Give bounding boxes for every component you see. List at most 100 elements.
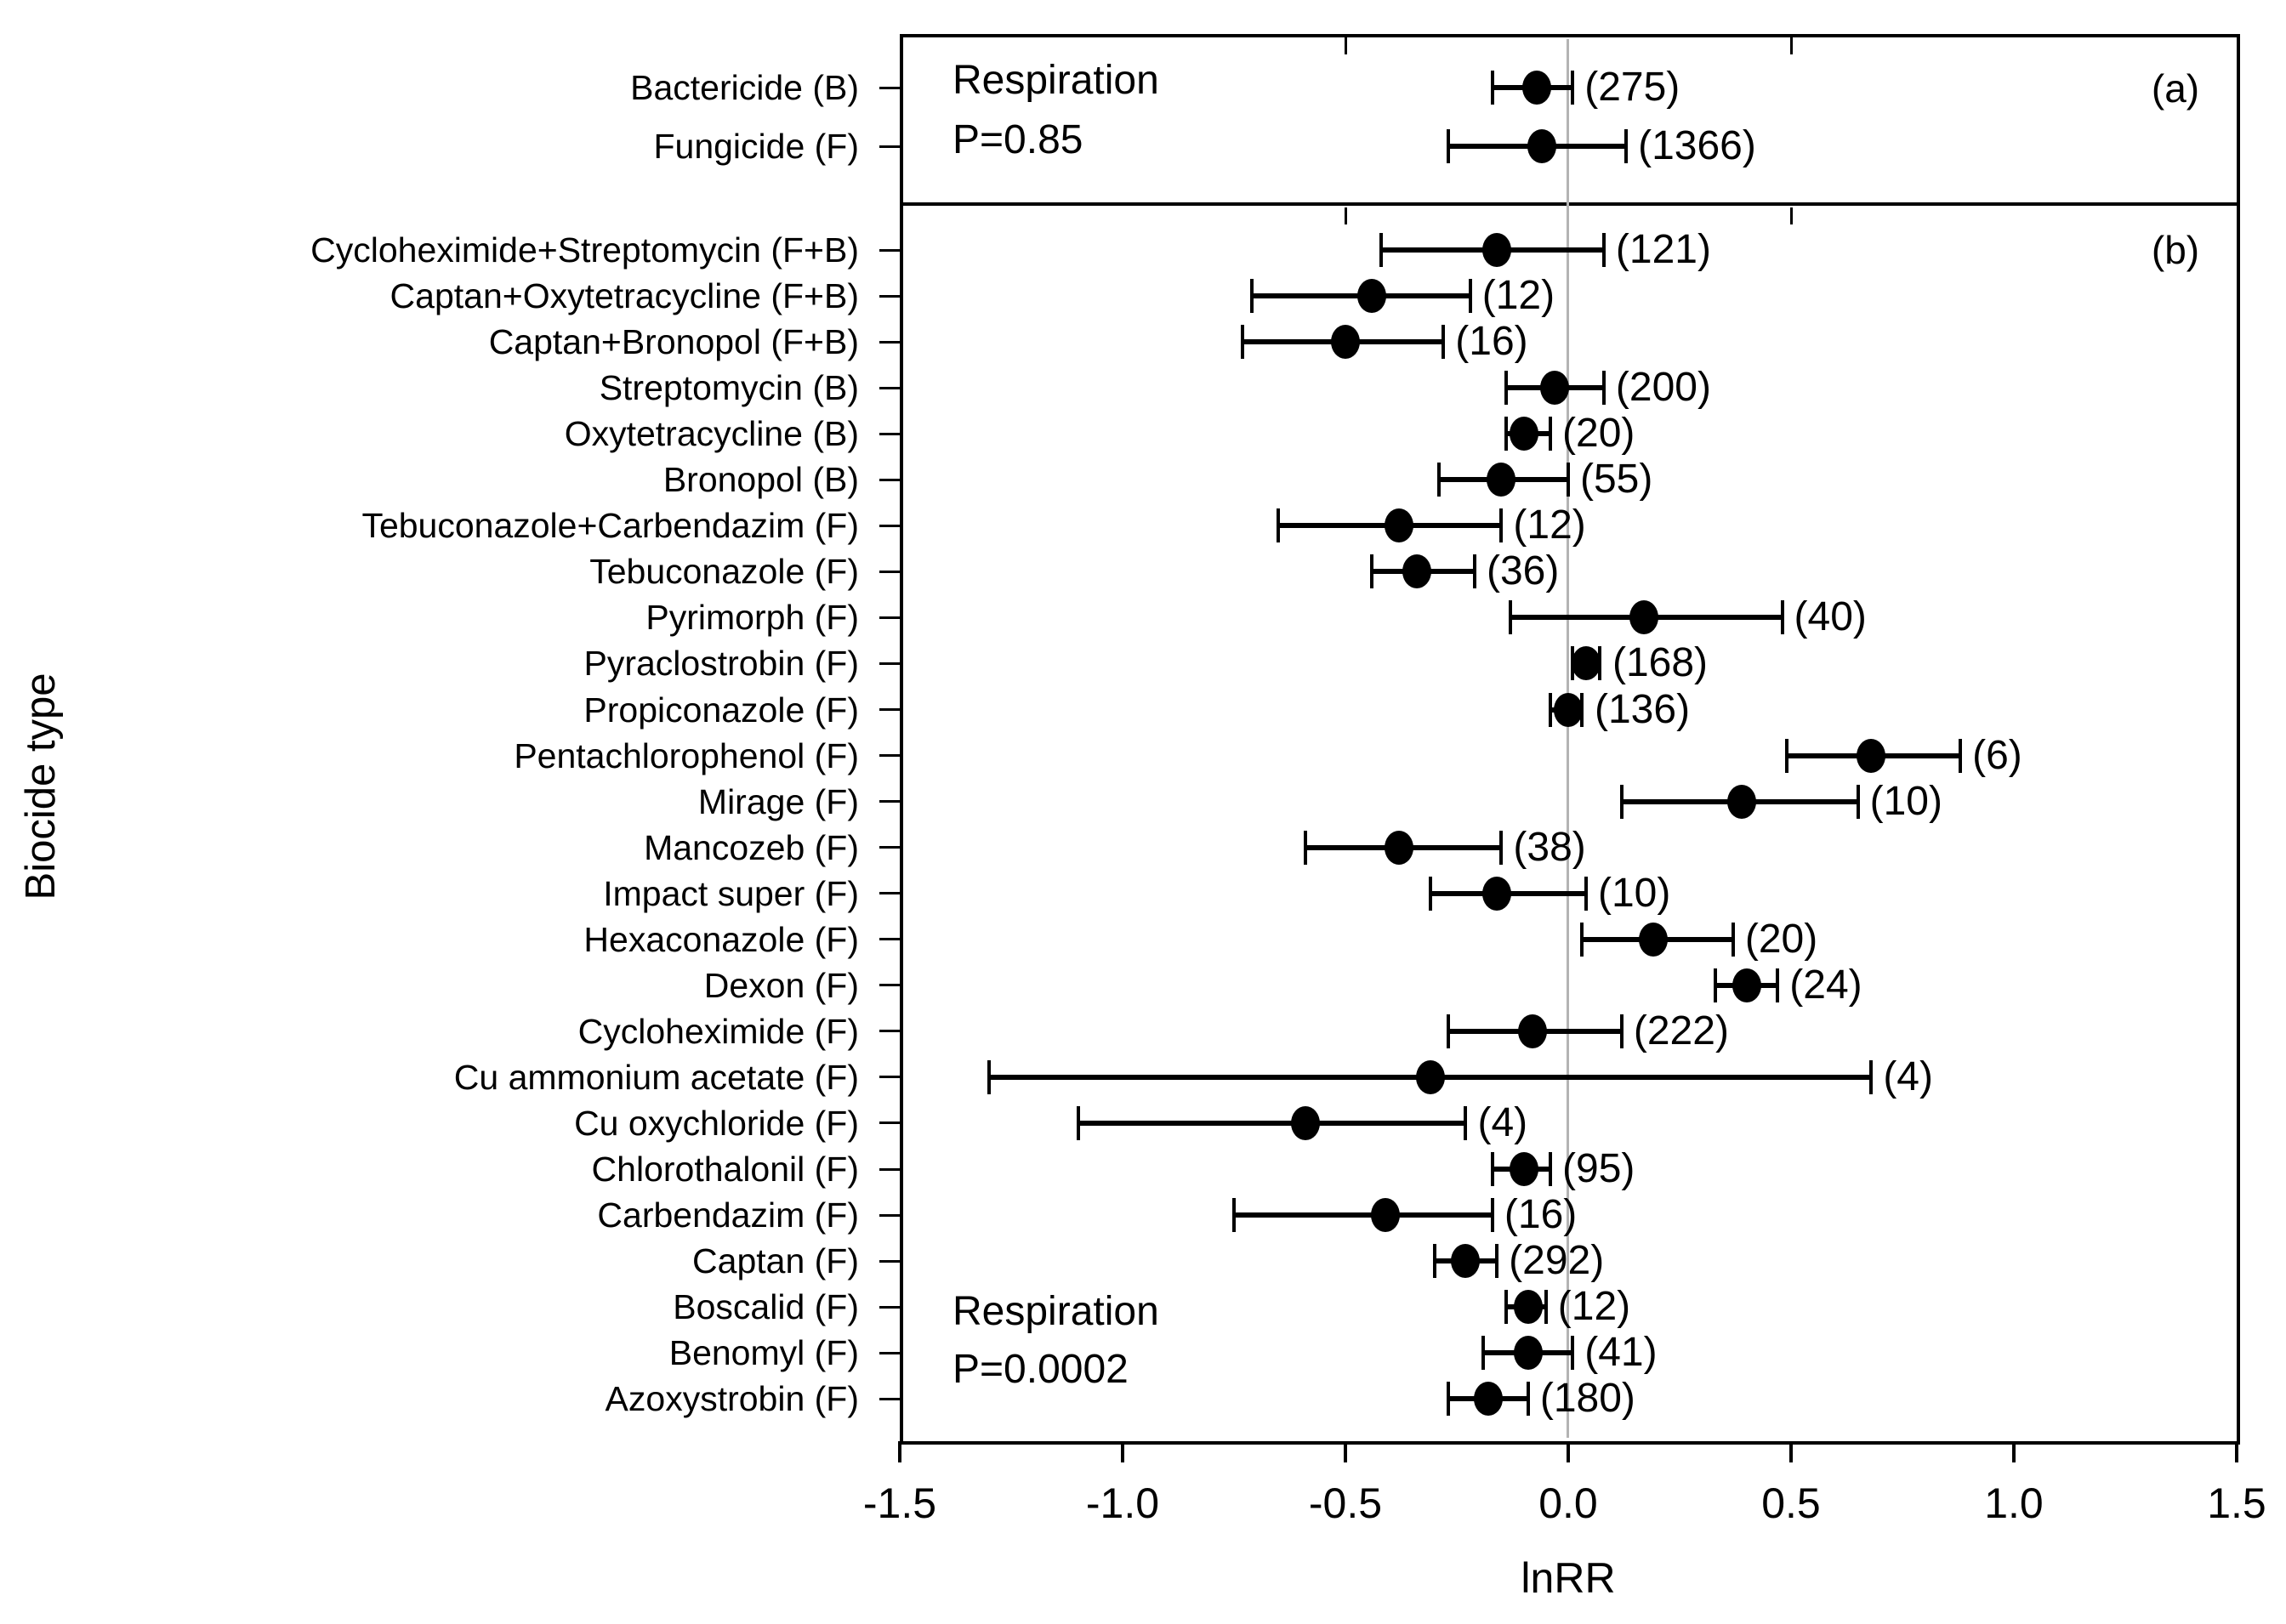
effect-size-point bbox=[1371, 1198, 1401, 1233]
category-axis-tick bbox=[879, 708, 900, 711]
category-axis-tick bbox=[879, 145, 900, 148]
effect-size-point bbox=[1857, 738, 1886, 773]
category-axis-tick bbox=[879, 86, 900, 89]
effect-size-point bbox=[1638, 922, 1668, 957]
sample-count-label: (168) bbox=[1612, 640, 1709, 686]
ci-lower-cap bbox=[1619, 784, 1624, 819]
category-label: Captan (F) bbox=[692, 1241, 859, 1281]
ci-lower-cap bbox=[1784, 738, 1788, 773]
ci-upper-cap bbox=[1856, 784, 1860, 819]
ci-lower-cap bbox=[1446, 1382, 1450, 1417]
x-axis-tick bbox=[1567, 1441, 1570, 1462]
effect-size-point bbox=[1384, 830, 1413, 865]
ci-upper-cap bbox=[1584, 876, 1588, 911]
ci-upper-cap bbox=[1544, 1290, 1548, 1325]
zero-reference-line bbox=[1567, 39, 1569, 1438]
sample-count-label: (12) bbox=[1481, 273, 1555, 319]
panel-top-inner-tick bbox=[1789, 207, 1793, 224]
sample-count-label: (38) bbox=[1513, 824, 1586, 870]
ci-upper-cap bbox=[1468, 279, 1472, 314]
ci-lower-cap bbox=[1432, 1244, 1436, 1279]
effect-size-point bbox=[1482, 876, 1512, 911]
category-label: Cycloheximide (F) bbox=[577, 1011, 859, 1051]
category-axis-tick bbox=[879, 662, 900, 665]
sample-count-label: (200) bbox=[1615, 365, 1711, 411]
ci-upper-cap bbox=[1495, 1244, 1499, 1279]
sample-count-label: (10) bbox=[1597, 870, 1671, 916]
effect-size-point bbox=[1522, 71, 1552, 105]
ci-lower-cap bbox=[1490, 1152, 1494, 1186]
ci-lower-cap bbox=[1076, 1105, 1080, 1140]
sample-count-label: (41) bbox=[1584, 1330, 1658, 1376]
effect-size-point bbox=[1415, 1059, 1445, 1094]
ci-upper-cap bbox=[1490, 1198, 1494, 1233]
ci-lower-cap bbox=[1428, 876, 1432, 911]
effect-size-point bbox=[1384, 508, 1413, 543]
effect-size-point bbox=[1518, 1014, 1548, 1048]
ci-lower-cap bbox=[1504, 417, 1508, 451]
x-axis-tick bbox=[1121, 1441, 1124, 1462]
ci-lower-cap bbox=[1437, 463, 1442, 497]
category-label: Cu oxychloride (F) bbox=[574, 1103, 859, 1143]
category-axis-tick bbox=[879, 1397, 900, 1400]
ci-lower-cap bbox=[1579, 922, 1584, 957]
effect-size-point bbox=[1554, 692, 1583, 727]
x-tick-label: -1.5 bbox=[862, 1479, 937, 1527]
ci-lower-cap bbox=[1481, 1336, 1486, 1371]
category-label: Streptomycin (B) bbox=[599, 368, 859, 408]
effect-size-point bbox=[1509, 1152, 1538, 1186]
sample-count-label: (136) bbox=[1595, 686, 1691, 732]
x-tick-label: 1.0 bbox=[1984, 1479, 2044, 1527]
effect-size-point bbox=[1482, 233, 1512, 267]
panel-a-tag: (a) bbox=[2151, 66, 2200, 111]
ci-lower-cap bbox=[1504, 371, 1508, 406]
sample-count-label: (292) bbox=[1509, 1238, 1605, 1284]
panel-b-annotation-pvalue: P=0.0002 bbox=[952, 1347, 1129, 1392]
ci-lower-cap bbox=[1370, 554, 1374, 589]
ci-lower-cap bbox=[1446, 1014, 1450, 1048]
ci-lower-cap bbox=[1508, 600, 1512, 635]
sample-count-label: (4) bbox=[1883, 1053, 1933, 1099]
sample-count-label: (24) bbox=[1789, 962, 1862, 1008]
effect-size-point bbox=[1540, 371, 1570, 406]
ci-upper-cap bbox=[1959, 738, 1963, 773]
x-axis-tick bbox=[2012, 1441, 2016, 1462]
category-label: Bactericide (B) bbox=[630, 68, 859, 107]
ci-upper-cap bbox=[1499, 508, 1504, 543]
category-axis-tick bbox=[879, 1121, 900, 1125]
ci-lower-cap bbox=[1379, 233, 1383, 267]
category-axis-tick bbox=[879, 1167, 900, 1171]
category-label: Pentachlorophenol (F) bbox=[514, 735, 859, 775]
ci-lower-cap bbox=[1713, 968, 1717, 1002]
ci-upper-cap bbox=[1526, 1382, 1530, 1417]
sample-count-label: (16) bbox=[1455, 319, 1528, 365]
ci-upper-cap bbox=[1464, 1105, 1468, 1140]
category-axis-tick bbox=[879, 386, 900, 389]
ci-upper-cap bbox=[1499, 830, 1504, 865]
ci-upper-cap bbox=[1601, 371, 1606, 406]
effect-size-point bbox=[1290, 1105, 1320, 1140]
ci-lower-cap bbox=[1446, 129, 1450, 163]
category-label: Benomyl (F) bbox=[668, 1333, 859, 1373]
x-tick-label: 1.5 bbox=[2207, 1479, 2266, 1527]
sample-count-label: (121) bbox=[1615, 227, 1711, 272]
sample-count-label: (275) bbox=[1584, 65, 1680, 110]
category-label: Hexaconazole (F) bbox=[583, 919, 859, 959]
x-tick-label: -1.0 bbox=[1085, 1479, 1160, 1527]
x-tick-label: 0.5 bbox=[1761, 1479, 1821, 1527]
sample-count-label: (20) bbox=[1562, 411, 1635, 457]
ci-lower-cap bbox=[1232, 1198, 1236, 1233]
panel-top-inner-tick bbox=[1789, 37, 1793, 54]
sample-count-label: (10) bbox=[1869, 778, 1942, 824]
ci-upper-cap bbox=[1567, 463, 1570, 497]
effect-size-point bbox=[1487, 463, 1516, 497]
category-label: Captan+Bronopol (F+B) bbox=[488, 322, 859, 362]
category-axis-tick bbox=[879, 892, 900, 895]
category-label: Carbendazim (F) bbox=[597, 1195, 859, 1235]
category-label: Mancozeb (F) bbox=[644, 827, 859, 867]
effect-size-point bbox=[1732, 968, 1761, 1002]
effect-size-point bbox=[1451, 1244, 1481, 1279]
ci-lower-cap bbox=[987, 1059, 991, 1094]
ci-upper-cap bbox=[1571, 1336, 1575, 1371]
